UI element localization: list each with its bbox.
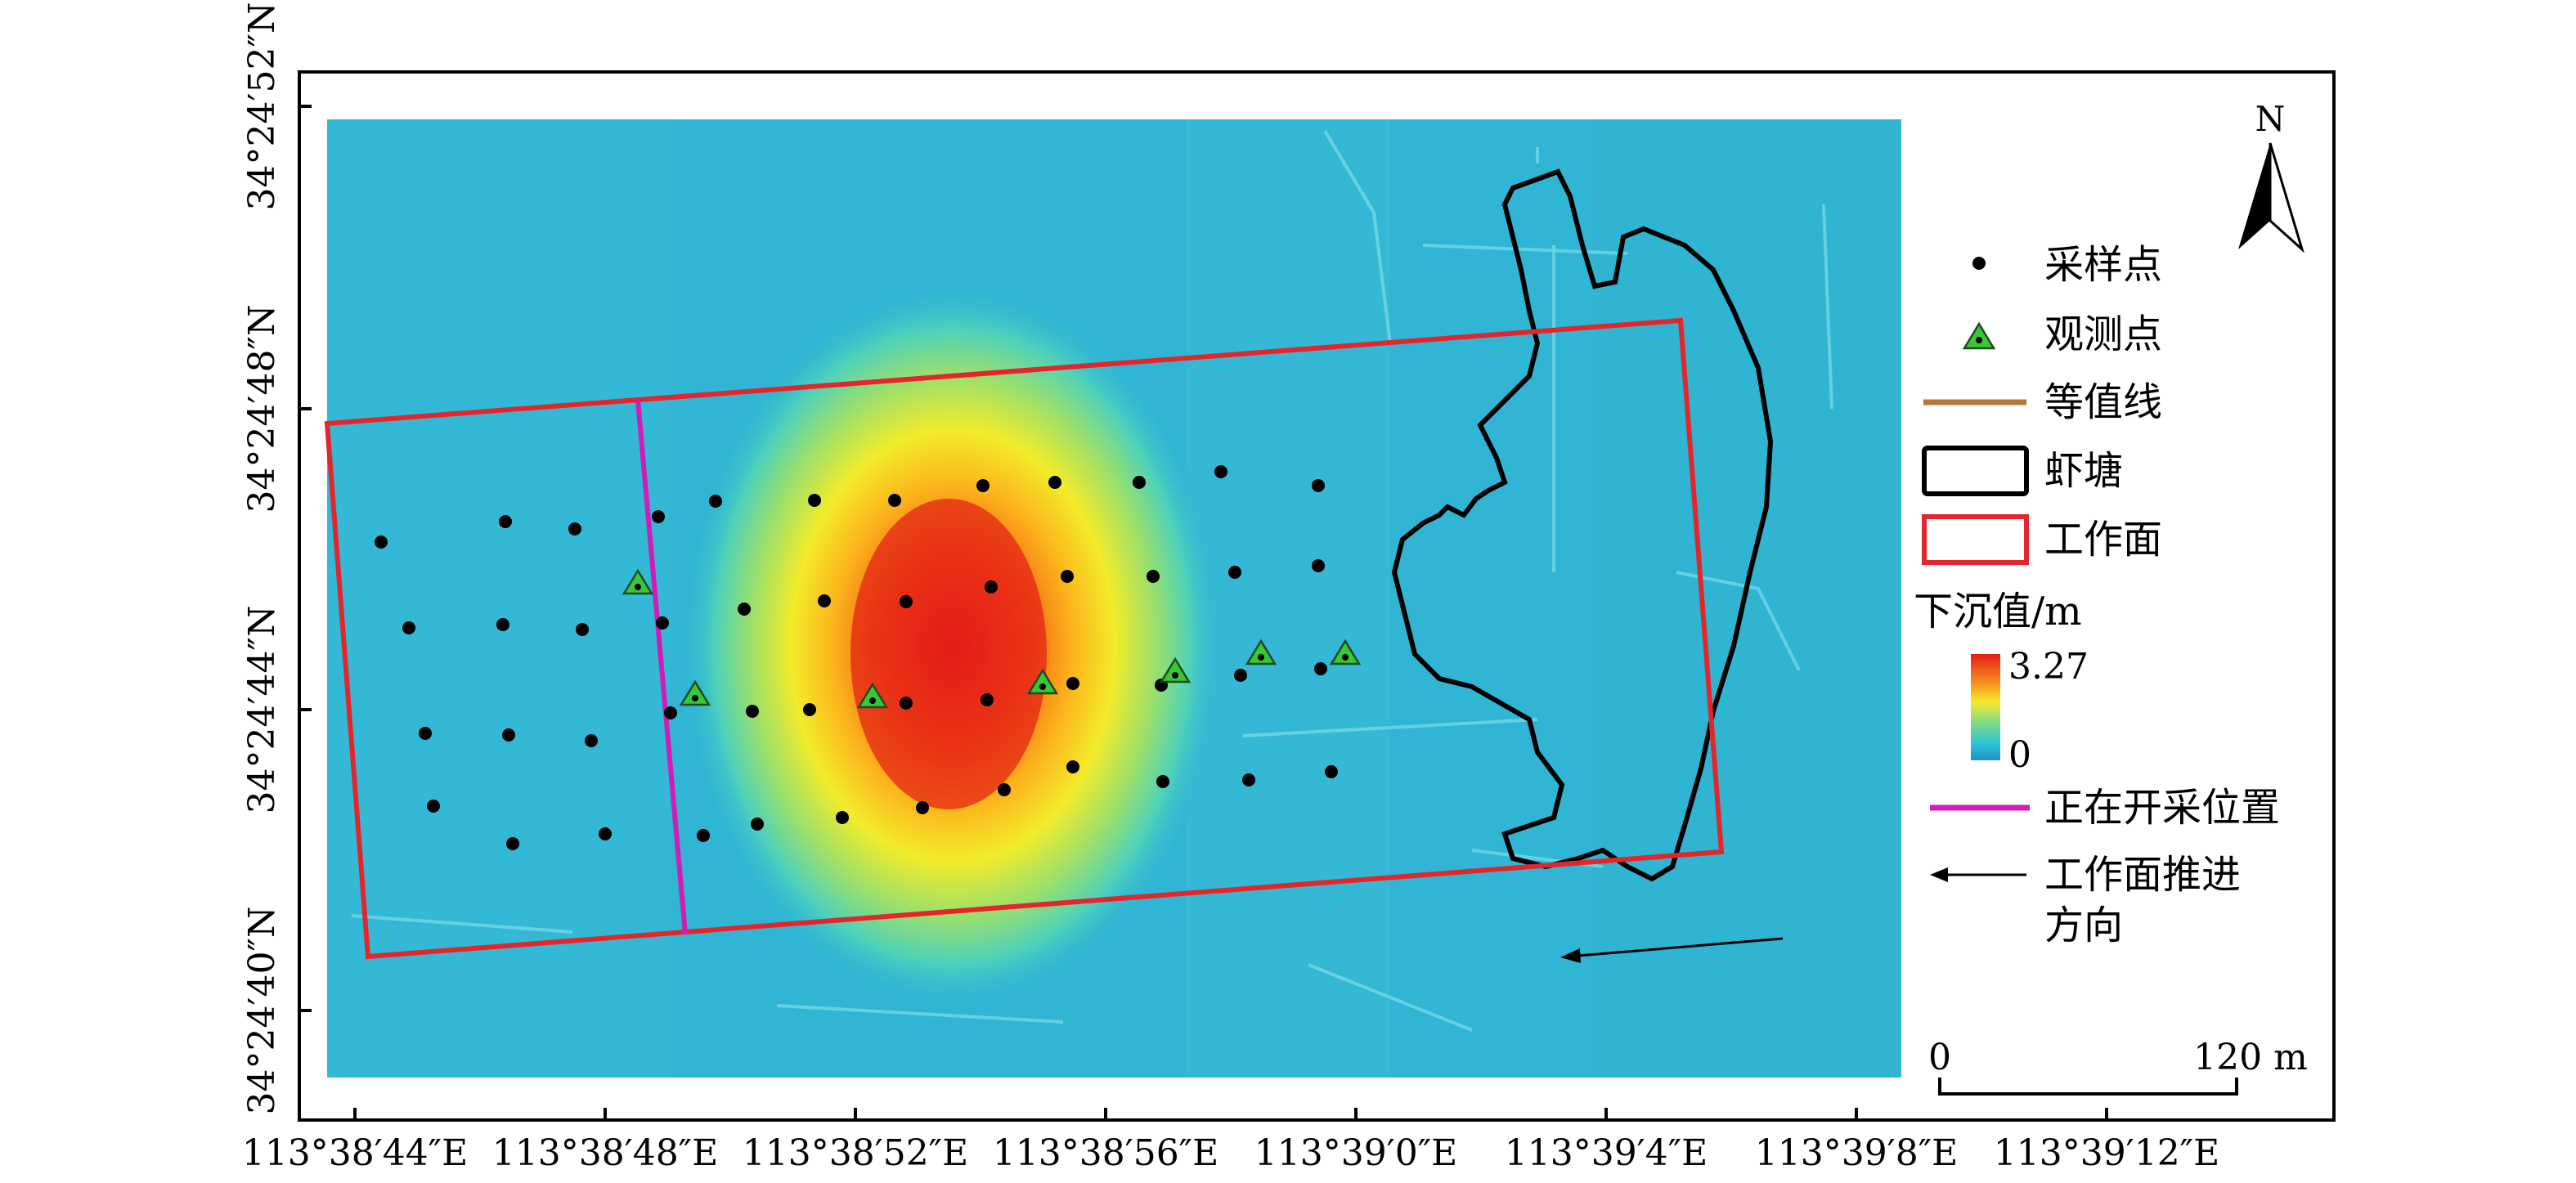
current-mining-position-line xyxy=(635,400,688,934)
sample-point xyxy=(900,697,913,710)
sample-point xyxy=(576,623,589,636)
sample-point xyxy=(499,515,512,528)
sample-point xyxy=(1147,570,1160,583)
legend-subsidence-max: 3.27 xyxy=(2008,646,2089,688)
sample-point xyxy=(1325,765,1338,778)
x-tick-label: 113°38′56″E xyxy=(993,1132,1219,1174)
scale-bar-start: 0 xyxy=(1928,1037,1951,1078)
legend-subsidence-title: 下沉值/m xyxy=(1914,589,2082,634)
sample-point xyxy=(900,595,913,608)
sample-point xyxy=(1066,677,1079,690)
sample-point xyxy=(568,522,581,535)
shrimp-pond-outline xyxy=(1391,168,1774,882)
legend-contour-label: 等值线 xyxy=(2044,379,2162,425)
north-arrow: N xyxy=(2238,99,2304,253)
sample-point xyxy=(664,706,677,719)
legend-working-face-label: 工作面 xyxy=(2044,517,2162,562)
observation-point xyxy=(679,679,711,706)
sample-point xyxy=(652,510,665,523)
x-tick-label: 113°38′48″E xyxy=(492,1132,719,1174)
sample-point xyxy=(981,693,994,706)
advance-direction-arrow xyxy=(1568,937,1784,958)
sample-points xyxy=(375,465,1338,850)
sample-point xyxy=(656,616,669,630)
x-axis-ticks xyxy=(353,1108,2108,1120)
sample-point xyxy=(1242,773,1255,786)
x-tick-label: 113°39′4″E xyxy=(1505,1132,1708,1174)
sample-point xyxy=(808,494,821,507)
legend-shrimp-pond-label: 虾塘 xyxy=(2044,448,2123,494)
sample-point xyxy=(585,734,598,747)
sample-point xyxy=(1228,566,1241,579)
legend-sample-point-symbol xyxy=(1972,257,1986,270)
y-axis-ticks xyxy=(299,105,312,1012)
observation-point xyxy=(1159,656,1192,683)
sample-point xyxy=(1156,775,1169,788)
sample-point xyxy=(1066,760,1079,773)
sample-point xyxy=(818,594,831,607)
raster-texture xyxy=(327,119,1901,1078)
x-tick-label: 113°39′0″E xyxy=(1254,1132,1458,1174)
legend-subsidence-min: 0 xyxy=(2008,734,2031,776)
observation-point xyxy=(622,568,654,595)
sample-point xyxy=(599,827,612,840)
sample-point xyxy=(506,837,519,850)
legend-subsidence-ramp xyxy=(1971,654,2000,760)
x-tick-label: 113°39′12″E xyxy=(1994,1132,2220,1174)
sample-point xyxy=(976,479,990,492)
sample-point xyxy=(375,535,388,549)
y-tick-label: 34°24′44″N xyxy=(241,606,283,814)
legend-working-face-symbol xyxy=(1922,514,2029,565)
observation-point xyxy=(1026,668,1059,695)
observation-point xyxy=(1245,639,1277,665)
sample-point xyxy=(738,603,751,616)
sample-point xyxy=(985,580,998,594)
legend-shrimp-pond-symbol xyxy=(1922,446,2029,496)
sample-point xyxy=(803,703,816,716)
scale-bar: 0 120 m xyxy=(1928,1037,2308,1096)
sample-point xyxy=(836,811,849,824)
sample-point xyxy=(1048,476,1061,489)
y-tick-label: 34°24′40″N xyxy=(241,907,283,1115)
sample-point xyxy=(746,705,759,718)
sample-point xyxy=(1314,662,1327,675)
working-face-outline xyxy=(324,317,1725,960)
sample-point xyxy=(496,618,509,631)
legend-sample-point-label: 采样点 xyxy=(2044,242,2162,288)
north-label: N xyxy=(2255,99,2286,139)
observation-point xyxy=(856,682,889,709)
sample-point xyxy=(402,621,415,634)
observation-point xyxy=(1329,639,1362,665)
legend-mining-position-label: 正在开采位置 xyxy=(2044,785,2280,831)
sample-point xyxy=(1312,479,1325,492)
x-tick-label: 113°39′8″E xyxy=(1755,1132,1959,1174)
sample-point xyxy=(709,495,722,508)
sample-point xyxy=(916,801,929,814)
sample-point xyxy=(1133,476,1146,489)
y-tick-label: 34°24′52″N xyxy=(241,2,283,211)
sample-point xyxy=(888,494,901,507)
scale-bar-end: 120 m xyxy=(2193,1037,2308,1078)
sample-point xyxy=(998,783,1011,796)
x-tick-label: 113°38′44″E xyxy=(242,1132,469,1174)
sample-point xyxy=(502,728,515,742)
map-frame xyxy=(298,70,2336,1122)
x-tick-label: 113°38′52″E xyxy=(743,1132,969,1174)
sample-point xyxy=(1312,559,1325,572)
sample-point xyxy=(427,800,440,813)
legend-advance-direction-label: 工作面推进 xyxy=(2044,852,2241,898)
legend: 采样点 观测点 等值线 虾塘 工作面 下沉值/m 3.27 0 正在开采位置 工… xyxy=(1914,242,2280,948)
sample-point xyxy=(1214,465,1227,478)
legend-observation-point-symbol xyxy=(1962,321,1996,350)
legend-observation-point-label: 观测点 xyxy=(2044,311,2162,357)
sample-point xyxy=(751,818,764,831)
legend-advance-direction-label-2: 方向 xyxy=(2044,903,2123,948)
y-tick-label: 34°24′48″N xyxy=(241,305,283,513)
sample-point xyxy=(697,829,710,842)
sample-point xyxy=(1234,669,1247,682)
observation-points xyxy=(622,568,1362,709)
sample-point xyxy=(1061,570,1074,583)
sample-point xyxy=(419,727,432,740)
